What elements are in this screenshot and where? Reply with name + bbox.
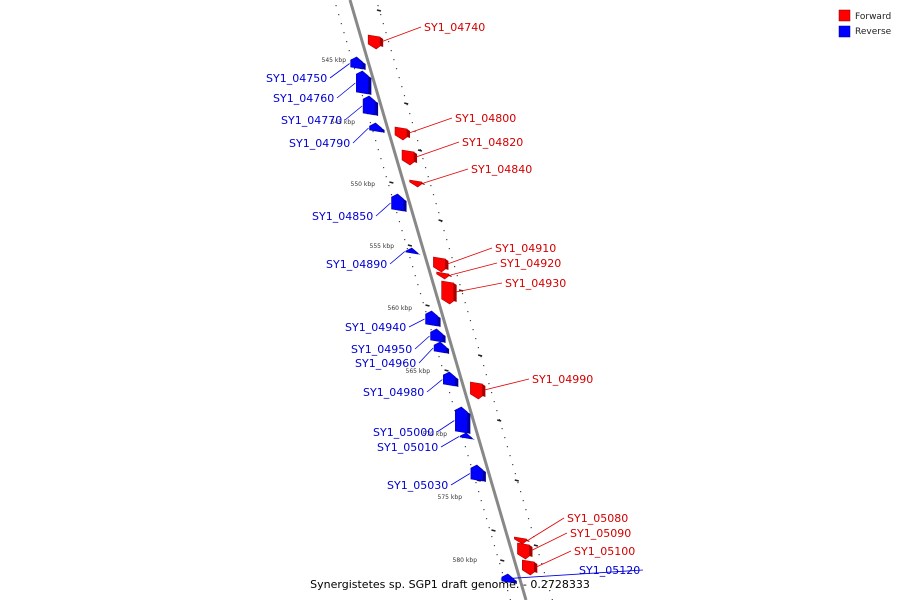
- gene-sy1-05010[interactable]: SY1_05010: [377, 432, 476, 454]
- gene-sy1-04890[interactable]: SY1_04890: [326, 247, 421, 271]
- gene-sy1-04820[interactable]: SY1_04820: [401, 136, 523, 166]
- gene-feature-shape[interactable]: [455, 406, 468, 434]
- gene-label[interactable]: SY1_04890: [326, 258, 387, 271]
- gene-label[interactable]: SY1_04950: [351, 343, 412, 356]
- gene-sy1-04990[interactable]: SY1_04990: [470, 373, 593, 400]
- scale-tick-label: 565 kbp: [406, 368, 431, 375]
- legend-reverse-label: Reverse: [855, 27, 892, 37]
- gene-sy1-04940[interactable]: SY1_04940: [345, 310, 441, 334]
- gene-label[interactable]: SY1_04940: [345, 321, 406, 334]
- legend: Forward Reverse: [838, 9, 892, 38]
- scale-tick-label: 575 kbp: [438, 494, 463, 501]
- scale-tick-label: 560 kbp: [388, 305, 413, 312]
- gene-feature-shape[interactable]: [517, 542, 530, 560]
- scale-tick-label: 545 kbp: [322, 57, 347, 64]
- gene-sy1-04740[interactable]: SY1_04740: [367, 21, 485, 50]
- gene-label[interactable]: SY1_04820: [462, 136, 523, 149]
- gene-feature-shape[interactable]: [433, 341, 447, 354]
- gene-label[interactable]: SY1_04760: [273, 92, 334, 105]
- gene-label[interactable]: SY1_04750: [266, 72, 327, 85]
- gene-label[interactable]: SY1_04770: [281, 114, 342, 127]
- gene-feature-shape[interactable]: [470, 381, 483, 400]
- gene-feature-shape[interactable]: [514, 536, 527, 545]
- gene-label[interactable]: SY1_04790: [289, 137, 350, 150]
- gene-feature-shape[interactable]: [391, 193, 404, 212]
- genome-caption: Synergistetes sp. SGP1 draft genome. - 0…: [310, 578, 590, 591]
- scale-tick-label: 555 kbp: [370, 243, 395, 250]
- gene-sy1-04760[interactable]: SY1_04760: [273, 70, 372, 105]
- gene-feature-shape[interactable]: [394, 126, 408, 141]
- gene-feature-shape[interactable]: [441, 280, 454, 305]
- gene-label[interactable]: SY1_05080: [567, 512, 628, 525]
- gene-sy1-05000[interactable]: SY1_05000: [373, 406, 471, 439]
- gene-label[interactable]: SY1_05100: [574, 545, 635, 558]
- scale-ticks: 545 kbp 545 kbp 550 kbp 555 kbp 560 kbp 565 k…: [322, 57, 478, 564]
- scale-tick-label: 545 kbp: [331, 119, 356, 126]
- gene-feature-shape[interactable]: [433, 256, 446, 273]
- gene-sy1-04950[interactable]: SY1_04950: [351, 328, 446, 356]
- gene-label[interactable]: SY1_04980: [363, 386, 424, 399]
- gene-label[interactable]: SY1_05090: [570, 527, 631, 540]
- scale-tick-label: 580 kbp: [453, 557, 478, 564]
- gene-label[interactable]: SY1_04930: [505, 277, 566, 290]
- gene-sy1-04800[interactable]: SY1_04800: [394, 112, 516, 141]
- legend-forward-label: Forward: [855, 12, 891, 22]
- gene-label[interactable]: SY1_04850: [312, 210, 373, 223]
- gene-feature-shape[interactable]: [436, 271, 449, 280]
- gene-sy1-05120[interactable]: SY1_05120: [500, 564, 644, 584]
- gene-feature-shape[interactable]: [369, 122, 382, 133]
- gene-sy1-05090[interactable]: SY1_05090: [517, 527, 631, 560]
- gene-sy1-05030[interactable]: SY1_05030: [387, 464, 486, 492]
- gene-sy1-04790[interactable]: SY1_04790: [289, 122, 385, 150]
- gene-label[interactable]: SY1_04960: [355, 357, 416, 370]
- gene-label[interactable]: SY1_04910: [495, 242, 556, 255]
- gene-feature-shape[interactable]: [425, 310, 438, 327]
- gene-sy1-04920[interactable]: SY1_04920: [436, 257, 562, 280]
- gene-sy1-04750[interactable]: SY1_04750: [266, 56, 366, 85]
- legend-reverse-swatch: [838, 25, 851, 38]
- gene-label[interactable]: SY1_04990: [532, 373, 593, 386]
- gene-label[interactable]: SY1_04740: [424, 21, 485, 34]
- gene-label[interactable]: SY1_05010: [377, 441, 438, 454]
- gene-feature-shape[interactable]: [522, 559, 535, 576]
- gene-feature-shape[interactable]: [409, 179, 422, 188]
- scale-tick-label: 570 kbp: [423, 431, 448, 438]
- gene-feature-shape[interactable]: [401, 149, 415, 166]
- gene-feature-shape[interactable]: [443, 371, 456, 387]
- gene-feature-shape[interactable]: [430, 328, 443, 343]
- gene-label[interactable]: SY1_05000: [373, 426, 434, 439]
- gene-sy1-04840[interactable]: SY1_04840: [409, 163, 533, 188]
- gene-sy1-04960[interactable]: SY1_04960: [355, 341, 450, 370]
- gene-features: SY1_04740 SY1_04750 SY1_04760 SY1_04770 SY1_…: [266, 21, 644, 584]
- gene-label[interactable]: SY1_04840: [471, 163, 532, 176]
- gene-feature-shape[interactable]: [350, 56, 363, 70]
- gene-feature-shape[interactable]: [459, 432, 473, 440]
- gene-sy1-04770[interactable]: SY1_04770: [281, 95, 379, 127]
- gene-label[interactable]: SY1_05120: [579, 564, 640, 577]
- gene-sy1-04850[interactable]: SY1_04850: [312, 193, 407, 223]
- gene-label[interactable]: SY1_04920: [500, 257, 561, 270]
- gene-feature-shape[interactable]: [367, 34, 381, 50]
- gene-feature-shape[interactable]: [405, 247, 419, 255]
- gene-sy1-04910[interactable]: SY1_04910: [433, 242, 556, 273]
- genome-backbone: [348, 0, 528, 600]
- gene-sy1-05080[interactable]: SY1_05080: [514, 512, 628, 545]
- gene-label[interactable]: SY1_04800: [455, 112, 516, 125]
- gene-feature-shape[interactable]: [470, 464, 484, 482]
- gene-sy1-05100[interactable]: SY1_05100: [522, 545, 635, 576]
- scale-tick-label: 550 kbp: [351, 181, 376, 188]
- legend-forward-swatch: [838, 9, 851, 22]
- gene-feature-shape[interactable]: [362, 95, 376, 116]
- gene-feature-shape[interactable]: [356, 70, 369, 95]
- gene-sy1-04980[interactable]: SY1_04980: [363, 371, 459, 399]
- gene-label[interactable]: SY1_05030: [387, 479, 448, 492]
- gene-sy1-04930[interactable]: SY1_04930: [441, 277, 567, 305]
